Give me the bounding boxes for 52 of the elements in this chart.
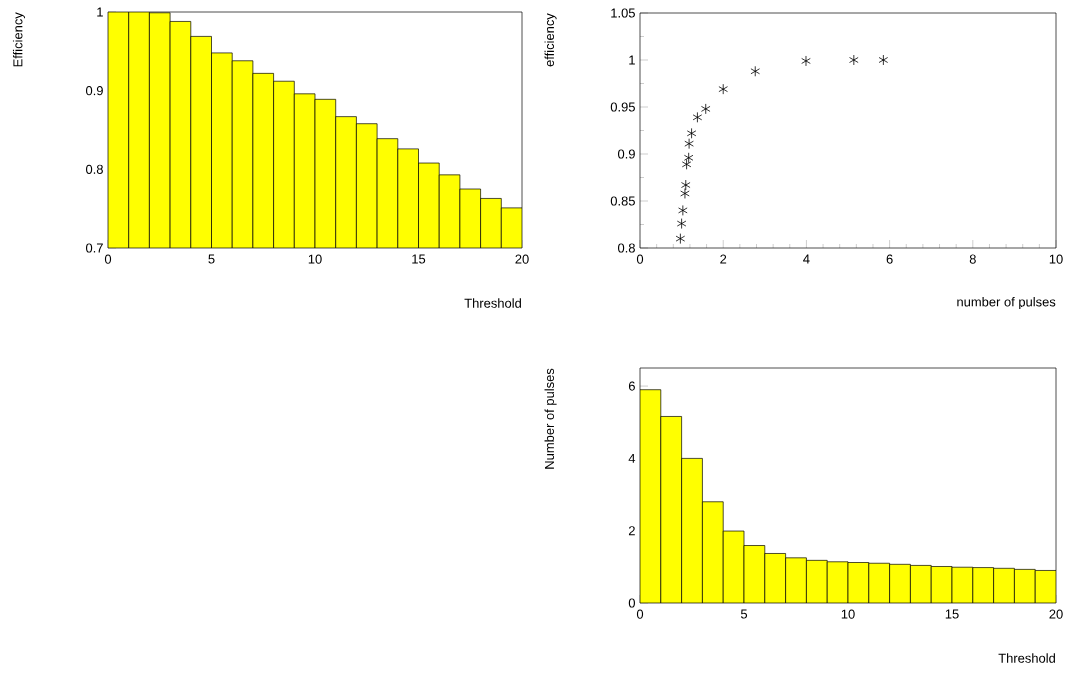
y-tick-label: 1	[629, 55, 635, 65]
y-tick-label: 2	[628, 526, 635, 536]
point	[718, 83, 728, 95]
point	[878, 54, 889, 66]
y-tick-label: 0.8	[85, 164, 103, 174]
point	[692, 111, 703, 123]
y-tick-label: 0	[628, 598, 635, 608]
point	[678, 205, 688, 216]
y-tick-label: 0.9	[617, 149, 635, 159]
x-axis-title: Threshold	[998, 653, 1055, 663]
x-tick-label: 15	[945, 609, 959, 619]
x-axis-title: number of pulses	[957, 296, 1056, 310]
point	[849, 54, 859, 66]
x-tick-label: 8	[969, 254, 976, 264]
x-tick-label: 0	[104, 254, 112, 264]
point	[681, 158, 692, 170]
y-tick-label: 0.9	[85, 86, 103, 96]
x-tick-label: 0	[636, 254, 644, 264]
x-tick-label: 10	[841, 609, 855, 619]
point	[675, 233, 686, 244]
x-tick-label: 5	[208, 254, 215, 264]
x-tick-label: 4	[803, 254, 810, 264]
point	[686, 127, 697, 139]
x-tick-label: 10	[1049, 254, 1063, 264]
x-tick-label: 20	[1049, 609, 1063, 619]
point	[683, 152, 694, 164]
x-tick-label: 15	[412, 254, 426, 264]
y-tick-label: 0.95	[610, 102, 635, 112]
point	[750, 65, 760, 77]
x-tick-label: 20	[515, 254, 529, 264]
x-tick-label: 5	[740, 609, 748, 619]
x-tick-label: 10	[308, 254, 322, 264]
x-tick-label: 6	[886, 254, 893, 264]
point	[676, 218, 687, 229]
x-tick-label: 2	[720, 254, 727, 264]
y-tick-label: 1.05	[611, 8, 635, 18]
y-tick-label: 4	[628, 453, 636, 463]
point	[701, 103, 711, 115]
y-tick-label: 6	[628, 381, 635, 391]
y-axis-title: Number of pulses	[544, 368, 557, 469]
y-axis-title: efficiency	[544, 13, 557, 67]
x-tick-label: 0	[636, 609, 644, 619]
point	[684, 138, 694, 150]
point	[680, 188, 690, 199]
point	[801, 55, 811, 67]
y-tick-label: 1	[97, 7, 103, 17]
y-tick-label: 0.7	[85, 243, 103, 253]
y-tick-label: 0.85	[610, 196, 635, 206]
x-axis-title: Threshold	[464, 298, 521, 308]
point	[681, 179, 691, 191]
y-axis-title: Efficiency	[12, 12, 26, 67]
y-tick-label: 0.8	[617, 243, 635, 253]
